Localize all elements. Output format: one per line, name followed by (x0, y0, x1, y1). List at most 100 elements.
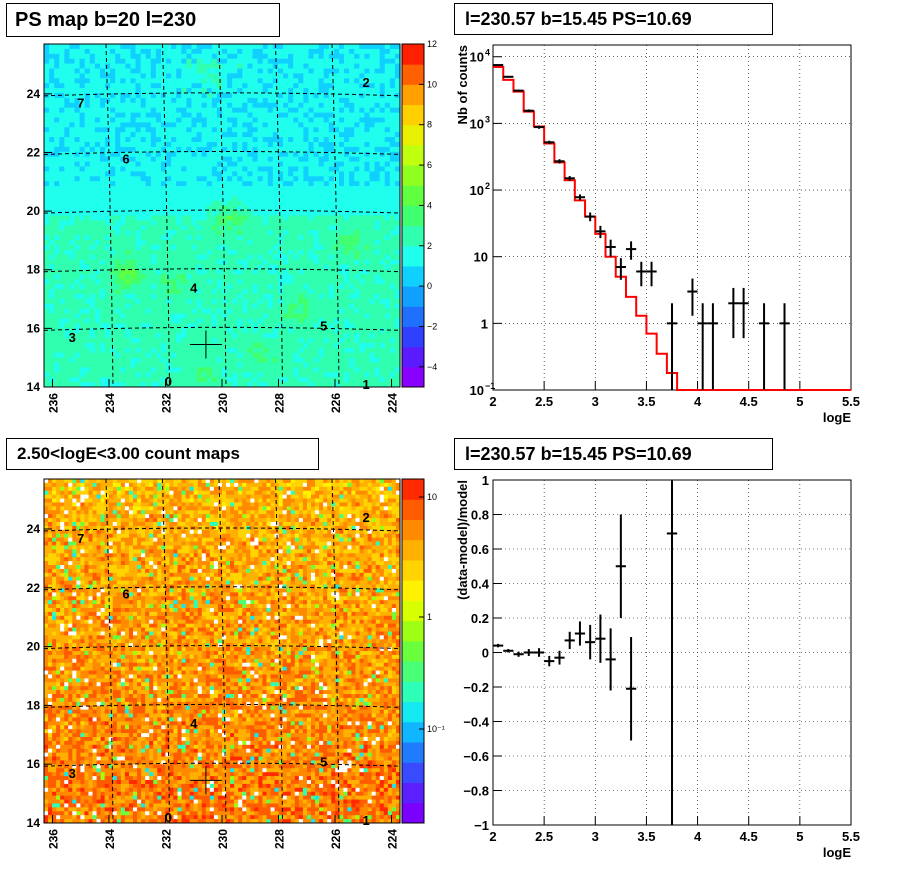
colorbar-tick-label: 2 (427, 241, 432, 251)
source-label: 1 (362, 813, 369, 828)
colorbar-band (402, 44, 424, 65)
residual-point (626, 637, 636, 741)
colorbar-band (402, 540, 424, 561)
x-tick-label: 2.5 (535, 829, 553, 844)
ps-map-title: PS map b=20 l=230 (6, 3, 280, 37)
residual-point (616, 515, 626, 619)
y-tick-label: 1 (481, 316, 488, 331)
y-axis-label: (data-model)/model (455, 480, 470, 600)
colorbar-band (402, 246, 424, 267)
data-points (493, 64, 790, 390)
x-tick-label: 230 (216, 829, 230, 849)
source-label: 7 (77, 531, 84, 546)
colorbar-band (402, 205, 424, 226)
colorbar-band (402, 762, 424, 783)
source-label: 2 (362, 510, 369, 525)
source-label: 4 (190, 280, 198, 295)
residual-point (565, 632, 575, 649)
colorbar-band (402, 600, 424, 621)
x-tick-label: 224 (386, 829, 400, 849)
colorbar-tick-label: 0 (427, 281, 432, 291)
colorbar-band (402, 661, 424, 682)
data-point (646, 262, 656, 287)
source-label: 3 (69, 330, 76, 345)
residual-point (595, 615, 605, 663)
y-tick-label: 10 (470, 383, 484, 398)
data-point (585, 213, 595, 222)
colorbar-tick-label: 8 (427, 120, 432, 130)
x-tick-label: 4 (694, 829, 702, 844)
x-tick-label: 232 (159, 393, 173, 413)
residual-point (544, 656, 554, 666)
source-label: 0 (165, 374, 172, 389)
data-point (708, 303, 718, 390)
count-map-title: 2.50<logE<3.00 count maps (6, 438, 319, 470)
y-tick-label: −0.8 (463, 784, 489, 799)
y-tick-label: 20 (27, 640, 41, 654)
y-tick-label: 0.4 (471, 577, 490, 592)
colorbar-band (402, 702, 424, 723)
data-point (493, 64, 503, 66)
source-label: 3 (69, 766, 76, 781)
colorbar-tick-label: 4 (427, 200, 432, 210)
y-tick-label: 18 (27, 263, 41, 277)
colorbar-band (402, 803, 424, 824)
y-tick-exponent: 2 (485, 181, 490, 191)
residual-point (513, 652, 523, 657)
colorbar-band (402, 367, 424, 388)
y-tick-label: 1 (482, 473, 489, 488)
x-tick-label: 234 (103, 829, 117, 849)
colorbar-band (402, 145, 424, 166)
data-point (687, 279, 697, 316)
x-tick-label: 2 (489, 829, 496, 844)
source-label: 6 (122, 587, 129, 602)
data-point (636, 262, 646, 287)
residual-point (554, 651, 564, 665)
y-tick-label: −0.4 (463, 715, 489, 730)
source-label: 1 (362, 377, 369, 392)
residual-point (493, 644, 503, 647)
count-map-cells (44, 479, 400, 823)
source-label: 7 (77, 96, 84, 111)
y-tick-label: 16 (27, 321, 41, 335)
data-point (513, 90, 523, 92)
data-point (759, 303, 769, 390)
colorbar-band (402, 326, 424, 347)
source-label: 5 (320, 318, 327, 333)
x-axis-label: logE (823, 410, 851, 425)
residual-point (606, 628, 616, 690)
colorbar-tick-label: 10 (427, 492, 437, 502)
x-tick-label: 226 (329, 829, 343, 849)
y-tick-label: −1 (474, 818, 489, 833)
x-tick-label: 236 (46, 829, 60, 849)
colorbar-band (402, 286, 424, 307)
colorbar-tick-label: −4 (427, 362, 437, 372)
colorbar-band (402, 125, 424, 146)
y-tick-label: 24 (27, 87, 41, 101)
colorbar-band (402, 165, 424, 186)
colorbar-band (402, 681, 424, 702)
x-tick-label: 232 (159, 829, 173, 849)
x-tick-label: 3.5 (637, 394, 655, 409)
data-point (667, 303, 677, 390)
y-tick-label: 0 (482, 646, 489, 661)
residual-point (503, 649, 513, 652)
y-tick-label: 22 (27, 145, 41, 159)
data-point (728, 288, 738, 338)
x-tick-label: 4 (694, 394, 702, 409)
ps-map-cells (44, 44, 400, 387)
x-tick-label: 228 (273, 393, 287, 413)
colorbar-tick-label: 12 (427, 39, 437, 49)
x-tick-label: 234 (103, 393, 117, 413)
y-tick-label: 10 (474, 250, 488, 265)
x-tick-label: 224 (386, 393, 400, 413)
x-tick-label: 4.5 (740, 394, 758, 409)
colorbar-tick-label: −2 (427, 321, 437, 331)
colorbar-band (402, 783, 424, 804)
y-tick-exponent: −1 (485, 381, 495, 391)
